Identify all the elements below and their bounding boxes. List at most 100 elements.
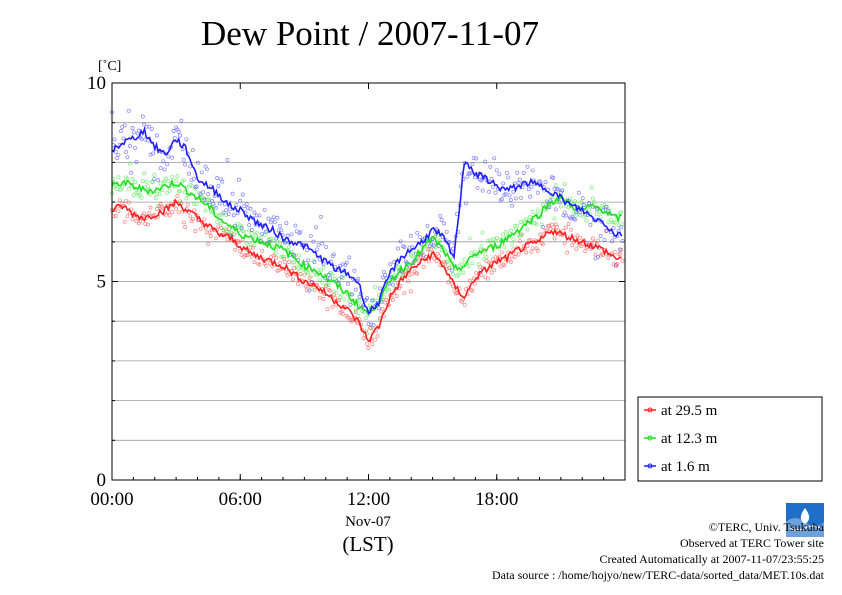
sample-point: [204, 167, 209, 172]
sample-point: [466, 171, 471, 176]
sample-point: [535, 208, 540, 213]
sample-point: [511, 189, 516, 194]
sample-point: [213, 205, 218, 210]
sample-point: [112, 137, 117, 142]
sample-point: [287, 244, 291, 249]
sample-point: [396, 246, 400, 251]
sample-point: [502, 244, 507, 249]
sample-point: [140, 179, 145, 184]
sample-point: [156, 178, 161, 183]
sample-point: [215, 176, 220, 180]
sample-point: [380, 275, 385, 280]
sample-point: [580, 196, 585, 201]
sample-point: [190, 217, 195, 222]
sample-point: [540, 202, 545, 207]
sample-point: [263, 263, 268, 268]
sample-point: [339, 292, 344, 297]
sample-point: [508, 228, 513, 233]
sample-point: [185, 202, 190, 207]
sample-point: [181, 157, 186, 162]
sample-point: [340, 311, 345, 316]
sample-point: [521, 171, 526, 175]
sample-point: [480, 230, 485, 235]
sample-point: [219, 225, 223, 230]
sample-point: [388, 262, 393, 267]
sample-point: [525, 164, 530, 169]
sample-point: [274, 236, 279, 241]
sample-point: [488, 164, 493, 169]
sample-point: [529, 249, 534, 254]
sample-point: [187, 171, 191, 176]
sample-point: [372, 337, 377, 342]
sample-point: [569, 227, 574, 232]
sample-point: [297, 253, 302, 258]
sample-point: [438, 237, 443, 242]
sample-point: [408, 289, 413, 294]
sample-point: [307, 288, 312, 293]
y-tick-label: 10: [87, 73, 106, 94]
legend-item-1-6m: at 1.6 m: [644, 459, 710, 475]
sample-point: [590, 236, 595, 241]
sample-point: [426, 259, 431, 264]
sample-point: [192, 176, 197, 181]
sample-point: [565, 250, 570, 255]
sample-point: [353, 310, 358, 314]
sample-point: [346, 281, 350, 286]
sample-point: [524, 250, 529, 255]
sample-point: [153, 196, 158, 201]
sample-point: [172, 135, 177, 140]
sample-point: [410, 271, 415, 276]
sample-point: [126, 187, 131, 192]
x-axis-date-label: Nov-07: [345, 514, 391, 530]
sample-point: [130, 126, 135, 130]
sample-point: [176, 210, 181, 215]
sample-point: [131, 130, 136, 135]
sample-point: [117, 198, 122, 203]
sample-point: [462, 257, 467, 262]
sample-point: [174, 178, 179, 183]
sample-point: [574, 212, 579, 217]
x-tick-label: 12:00: [347, 489, 390, 510]
sample-point: [540, 224, 545, 229]
sample-point: [240, 192, 245, 197]
sample-point: [271, 215, 276, 220]
sample-point: [245, 252, 250, 257]
sample-point: [452, 288, 457, 293]
sample-point: [587, 201, 592, 205]
legend-item-12-3m: at 12.3 m: [644, 431, 718, 447]
sample-point: [312, 260, 317, 264]
sample-point: [398, 239, 403, 244]
sample-point: [431, 243, 436, 248]
sample-point: [444, 229, 449, 234]
sample-point: [328, 276, 332, 281]
sample-point: [269, 236, 273, 241]
terc-logo-icon: [786, 503, 824, 537]
sample-point: [217, 201, 222, 206]
sample-point: [116, 152, 121, 157]
sample-point: [272, 252, 277, 256]
sample-point: [316, 268, 321, 273]
sample-point: [225, 158, 230, 163]
sample-point: [588, 222, 593, 227]
sample-point: [298, 269, 303, 274]
sample-point: [431, 256, 436, 261]
sample-point: [348, 302, 353, 307]
sample-point: [202, 217, 207, 222]
sample-point: [245, 206, 250, 210]
sample-point: [598, 234, 603, 238]
sample-point: [467, 278, 472, 283]
sample-point: [510, 242, 515, 247]
x-tick-label: 18:00: [475, 489, 518, 510]
sample-point: [215, 219, 220, 224]
sample-point: [128, 144, 132, 149]
sample-point: [149, 126, 154, 131]
sample-point: [208, 234, 213, 238]
sample-point: [233, 247, 238, 252]
sample-point: [485, 238, 490, 243]
sample-point: [606, 220, 611, 225]
sample-point: [499, 197, 504, 202]
sample-point: [170, 210, 175, 215]
sample-point: [321, 297, 326, 301]
sample-point: [131, 193, 136, 197]
sample-point: [166, 154, 171, 159]
